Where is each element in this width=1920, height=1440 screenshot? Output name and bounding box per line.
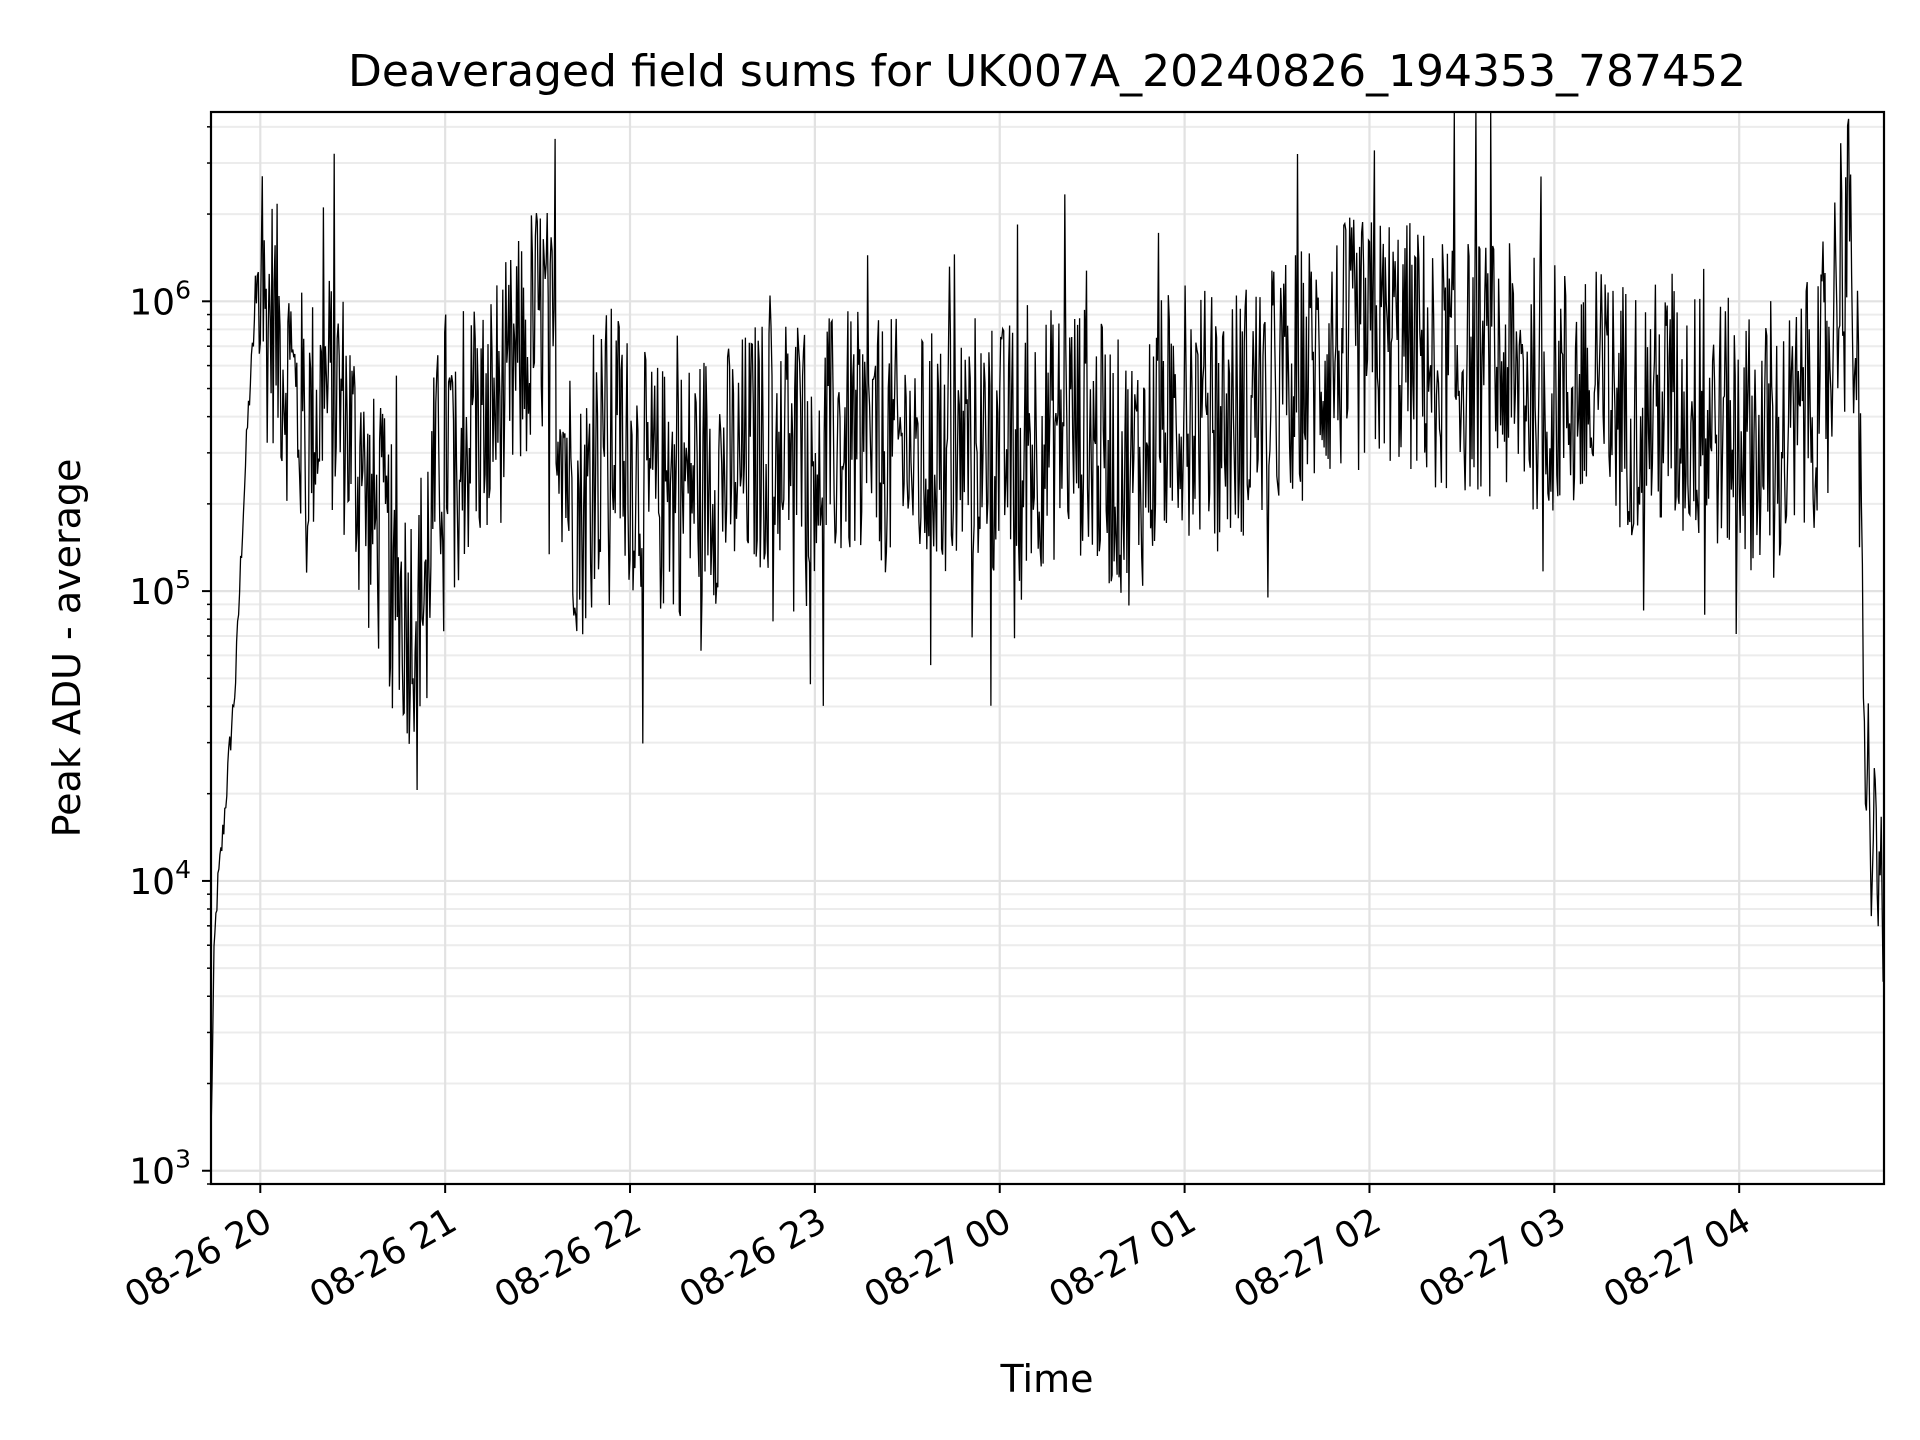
y-tick-label: 103 — [129, 1145, 191, 1193]
plot-frame — [209, 110, 1886, 1186]
y-tick-label: 105 — [129, 565, 191, 613]
x-axis-label: Time — [1000, 1357, 1094, 1401]
series-line — [210, 111, 1884, 1133]
chart-title: Deaveraged field sums for UK007A_2024082… — [348, 46, 1746, 97]
y-axis-label: Peak ADU - average — [45, 459, 89, 838]
y-tick-label: 104 — [129, 855, 191, 903]
y-tick-label: 106 — [129, 275, 191, 323]
grid — [211, 112, 1884, 1185]
series-layer — [210, 111, 1884, 1133]
